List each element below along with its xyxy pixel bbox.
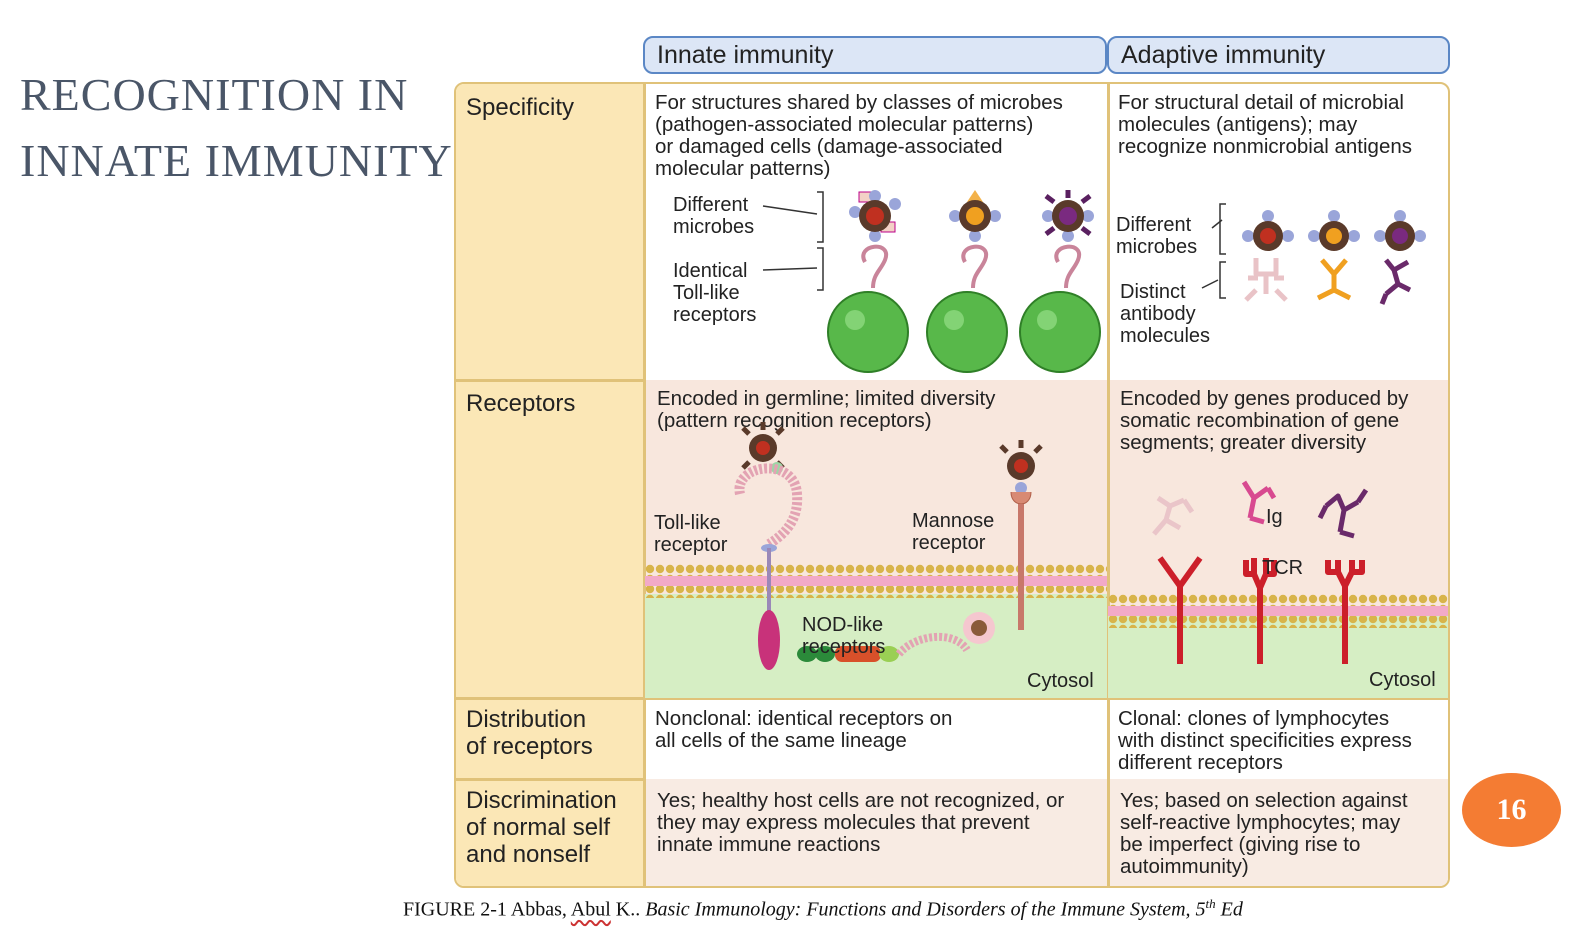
antibody-icon xyxy=(1244,258,1412,305)
caption-title: Basic Immunology: Functions and Disorder… xyxy=(645,898,1206,921)
membrane-outer xyxy=(645,564,1107,576)
page-number-badge: 16 xyxy=(1462,773,1561,847)
microbe-icon xyxy=(1242,210,1294,251)
comparison-table: Specificity Receptors Distribution of re… xyxy=(454,82,1450,888)
discrimination-adaptive-text: Yes; based on selection against self-rea… xyxy=(1120,789,1408,878)
row-label-receptors: Receptors xyxy=(456,380,645,698)
distribution-innate-text: Nonclonal: identical receptors on all ce… xyxy=(655,707,953,752)
figure-caption: FIGURE 2-1 Abbas, Abul K.. Basic Immunol… xyxy=(403,896,1243,922)
row-divider xyxy=(456,697,1448,700)
label-different-microbes: Different microbes xyxy=(673,194,755,238)
label-toll-like-receptor: Toll-like receptor xyxy=(654,512,728,556)
column-divider xyxy=(643,84,646,886)
microbe-icon xyxy=(949,190,1001,242)
row-divider xyxy=(456,778,645,781)
microbe-icon xyxy=(849,190,901,242)
cytosol-region xyxy=(645,594,1107,698)
caption-superscript: th xyxy=(1205,896,1216,911)
row-label-distribution: Distribution of receptors xyxy=(456,698,645,779)
label-identical-tlr: Identical Toll-like receptors xyxy=(673,260,757,326)
column-divider xyxy=(1107,84,1110,886)
row-label-discrimination: Discrimination of normal self and nonsel… xyxy=(456,779,645,886)
label-distinct-antibody: Distinct antibody molecules xyxy=(1120,281,1211,347)
caption-tail: Ed xyxy=(1215,898,1243,921)
microbe-icon xyxy=(1042,190,1094,242)
label-ig: Ig xyxy=(1266,506,1283,528)
receptors-innate-text: Encoded in germline; limited diversity (… xyxy=(657,387,996,432)
receptors-innate-illustration xyxy=(645,422,1107,698)
specificity-adaptive-illustration xyxy=(1201,203,1426,305)
row-divider xyxy=(456,379,645,382)
nod-like-receptor-icon xyxy=(797,612,995,662)
toll-like-receptor-icon xyxy=(734,422,803,670)
discrimination-innate-text: Yes; healthy host cells are not recogniz… xyxy=(657,789,1065,856)
specificity-innate-illustration xyxy=(762,190,1101,373)
label-different-microbes-adaptive: Different microbes xyxy=(1116,214,1198,258)
label-cytosol-innate: Cytosol xyxy=(1027,670,1094,692)
receptors-adaptive-illustration xyxy=(1108,480,1448,698)
microbe-icon xyxy=(1374,210,1426,251)
microbe-icon xyxy=(1308,210,1360,251)
label-tcr: TCR xyxy=(1262,557,1304,579)
caption-prefix: FIGURE 2-1 Abbas, xyxy=(403,898,571,921)
cell-icon xyxy=(827,291,1101,373)
slide-title: RECOGNITION IN INNATE IMMUNITY xyxy=(20,69,453,186)
tcr-icon xyxy=(1157,556,1365,664)
label-cytosol-adaptive: Cytosol xyxy=(1369,669,1436,691)
adaptive-immunity-header: Adaptive immunity xyxy=(1107,36,1450,74)
specificity-adaptive-text: For structural detail of microbial molec… xyxy=(1118,91,1413,158)
membrane-inner xyxy=(645,586,1107,598)
mannose-receptor-icon xyxy=(999,440,1043,630)
antibody-icon xyxy=(1152,480,1369,539)
row-label-specificity: Specificity xyxy=(456,84,645,380)
caption-author-rest: K.. xyxy=(610,898,646,921)
distribution-adaptive-text: Clonal: clones of lymphocytes with disti… xyxy=(1118,707,1412,774)
specificity-innate-text: For structures shared by classes of micr… xyxy=(655,91,1063,180)
receptors-adaptive-text: Encoded by genes produced by somatic rec… xyxy=(1120,387,1409,454)
toll-like-receptor-icon xyxy=(861,244,1082,289)
label-mannose-receptor: Mannose receptor xyxy=(912,510,995,554)
discrimination-row-background xyxy=(645,779,1448,886)
label-nod-like-receptors: NOD-like receptors xyxy=(802,614,886,658)
caption-author-flagged: Abul xyxy=(570,898,611,921)
innate-immunity-header: Innate immunity xyxy=(643,36,1107,74)
